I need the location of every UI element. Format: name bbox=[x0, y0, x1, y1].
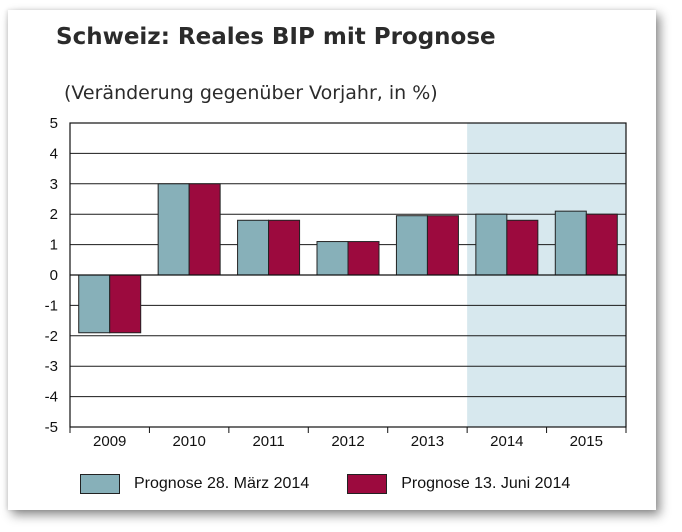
bar-series-1-2011 bbox=[237, 219, 270, 276]
y-tick-label: 0 bbox=[50, 267, 58, 284]
legend: Prognose 28. März 2014 Prognose 13. Juni… bbox=[80, 472, 608, 496]
plot-frame bbox=[69, 122, 627, 428]
x-tick-label: 2011 bbox=[252, 433, 284, 450]
x-tick-label: 2014 bbox=[490, 433, 523, 450]
bar-series-2-2010 bbox=[188, 183, 221, 276]
bar-series-1-2014 bbox=[475, 213, 508, 276]
legend-swatch-series-1 bbox=[80, 474, 120, 494]
y-tick-label: -2 bbox=[45, 328, 58, 345]
x-tick-label: 2013 bbox=[411, 433, 444, 450]
bar-series-1-2013 bbox=[395, 215, 428, 276]
y-tick-label: -3 bbox=[45, 358, 58, 375]
chart-subtitle: (Veränderung gegenüber Vorjahr, in %) bbox=[64, 82, 438, 104]
chart-title: Schweiz: Reales BIP mit Prognose bbox=[56, 24, 496, 50]
x-tick-label: 2015 bbox=[570, 433, 603, 450]
legend-label-series-2: Prognose 13. Juni 2014 bbox=[401, 475, 571, 492]
y-tick-label: -1 bbox=[45, 297, 58, 314]
y-tick-label: 3 bbox=[50, 176, 58, 193]
bar-series-2-2015 bbox=[585, 213, 618, 276]
bar-series-2-2009 bbox=[109, 274, 142, 334]
bar-series-2-2013 bbox=[426, 215, 459, 276]
bar-series-1-2009 bbox=[78, 274, 111, 334]
bar-series-2-2011 bbox=[268, 219, 301, 276]
legend-swatch-series-2 bbox=[347, 474, 388, 494]
legend-item-series-1: Prognose 28. März 2014 bbox=[80, 474, 309, 494]
x-tick-label: 2010 bbox=[172, 433, 205, 450]
x-tick-label: 2012 bbox=[331, 433, 364, 450]
legend-label-series-1: Prognose 28. März 2014 bbox=[134, 475, 310, 492]
bar-series-1-2010 bbox=[157, 183, 190, 276]
bar-series-2-2012 bbox=[347, 241, 380, 276]
y-tick-label: 1 bbox=[50, 237, 58, 254]
legend-item-series-2: Prognose 13. Juni 2014 bbox=[347, 474, 570, 494]
bar-series-1-2015 bbox=[554, 210, 587, 276]
x-tick-label: 2009 bbox=[93, 433, 126, 450]
y-tick-label: -4 bbox=[45, 389, 58, 406]
y-tick-label: 5 bbox=[50, 115, 58, 132]
y-tick-label: -5 bbox=[45, 419, 58, 436]
bar-series-2-2014 bbox=[506, 219, 539, 276]
y-tick-label: 2 bbox=[50, 206, 58, 223]
bar-series-1-2012 bbox=[316, 241, 349, 276]
y-tick-label: 4 bbox=[50, 145, 58, 162]
